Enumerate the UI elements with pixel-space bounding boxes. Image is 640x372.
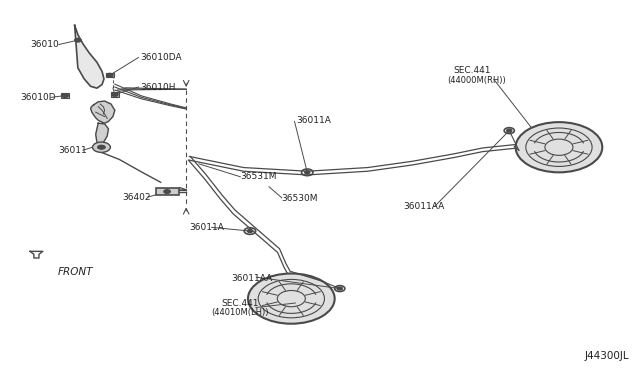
Circle shape [507,129,512,132]
Circle shape [97,145,106,150]
Text: 36010: 36010 [30,40,59,49]
Polygon shape [96,123,108,145]
Text: 36530M: 36530M [282,195,318,203]
Circle shape [75,38,81,42]
Text: 36010DA: 36010DA [140,53,182,62]
Text: 36011A: 36011A [296,116,331,125]
Bar [111,92,118,97]
Text: 36010H: 36010H [140,83,176,92]
Circle shape [247,230,252,232]
Text: 36011A: 36011A [189,223,224,232]
Text: SEC.441: SEC.441 [221,299,259,308]
Text: FRONT: FRONT [58,267,93,277]
Text: 36011AA: 36011AA [403,202,444,211]
Text: 36011AA: 36011AA [231,274,272,283]
Polygon shape [75,25,104,88]
Text: (44010M(LH)): (44010M(LH)) [212,308,269,317]
Circle shape [164,190,170,193]
Circle shape [62,94,68,97]
Text: 36402: 36402 [122,193,151,202]
Bar [106,73,113,77]
Circle shape [93,142,110,153]
Circle shape [305,171,310,174]
Text: 36011: 36011 [59,146,88,155]
Circle shape [111,93,118,96]
Text: SEC.441: SEC.441 [454,66,492,76]
Bar [156,188,179,195]
Text: (44000M(RH)): (44000M(RH)) [447,76,506,85]
Text: 36010D: 36010D [20,93,56,102]
Text: J44300JL: J44300JL [584,352,629,361]
Circle shape [516,122,602,172]
Text: 36531M: 36531M [241,172,277,181]
Circle shape [337,287,342,290]
Circle shape [106,73,113,77]
Polygon shape [91,101,115,123]
Polygon shape [30,251,43,258]
Circle shape [248,273,335,324]
Bar [61,93,69,98]
